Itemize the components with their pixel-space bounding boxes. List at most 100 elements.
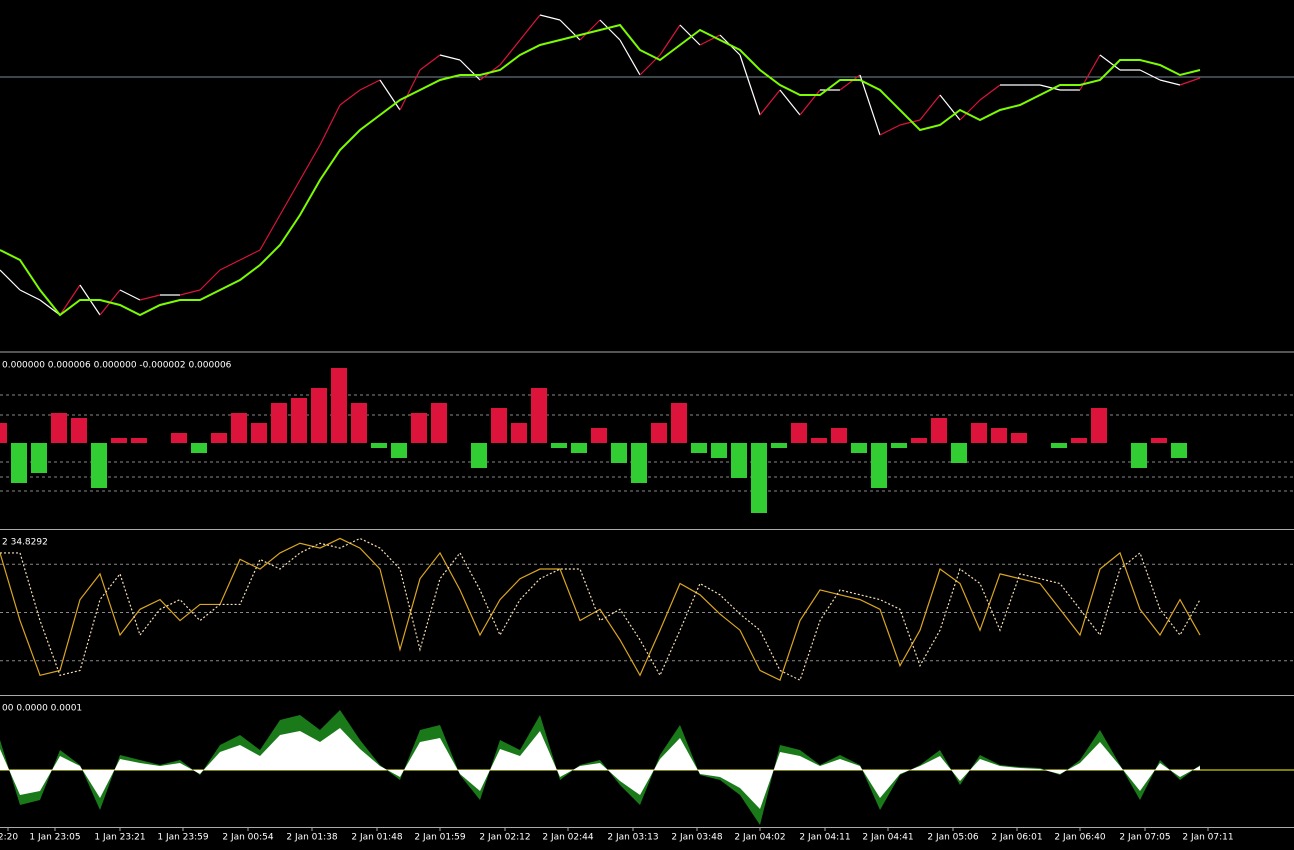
histogram-bar <box>971 423 987 443</box>
histogram-bar <box>851 443 867 453</box>
price-segment <box>579 19 601 41</box>
x-tick-label: 2 Jan 04:11 <box>799 833 850 843</box>
histogram-bar <box>311 388 327 443</box>
histogram-bar <box>211 433 227 443</box>
histogram-bar <box>991 428 1007 443</box>
price-segment <box>839 74 861 91</box>
histogram-bar <box>71 418 87 443</box>
price-segment <box>459 59 481 81</box>
price-segment <box>0 269 21 291</box>
price-segment <box>879 124 901 136</box>
histogram-bar <box>51 413 67 443</box>
histogram-bar <box>651 423 667 443</box>
x-tick-label: 2 Jan 06:40 <box>1054 833 1106 843</box>
price-segment <box>1159 79 1181 86</box>
histogram-bar <box>1151 438 1167 443</box>
price-segment <box>619 39 641 76</box>
price-segment <box>179 289 201 296</box>
histogram-bar <box>931 418 947 443</box>
price-segment <box>259 214 281 251</box>
price-segment <box>979 84 1001 101</box>
x-tick-label: 2 Jan 02:44 <box>542 833 594 843</box>
histogram-bar <box>291 398 307 443</box>
x-tick-label: 2 Jan 03:13 <box>607 833 658 843</box>
histogram-bar <box>691 443 707 453</box>
histogram-bar <box>1091 408 1107 443</box>
histogram-bar <box>751 443 767 513</box>
price-segment <box>279 179 301 216</box>
x-tick-label: 2 Jan 02:12 <box>479 833 530 843</box>
oscillator-area <box>0 728 1200 809</box>
x-tick-label: 2 Jan 04:41 <box>862 833 913 843</box>
price-segment <box>399 69 421 111</box>
x-tick-label: 2 Jan 01:48 <box>351 833 403 843</box>
histogram-bar <box>1051 443 1067 448</box>
histogram-bar <box>531 388 547 443</box>
x-tick-label: 2 Jan 01:38 <box>286 833 338 843</box>
price-segment <box>299 144 321 181</box>
histogram-bar <box>551 443 567 448</box>
histogram-bar <box>1131 443 1147 468</box>
indicator-label: 00 0.0000 0.0001 <box>2 704 82 714</box>
x-tick-label: 1 Jan 23:59 <box>157 833 209 843</box>
price-segment <box>519 14 541 41</box>
histogram-bar <box>911 438 927 443</box>
x-tick-label: 1 Jan 23:21 <box>94 833 145 843</box>
histogram-bar <box>251 423 267 443</box>
price-segment <box>919 94 941 121</box>
price-segment <box>1139 69 1161 81</box>
histogram-bar <box>31 443 47 473</box>
price-segment <box>659 24 681 56</box>
price-segment <box>419 54 441 71</box>
histogram-bar <box>631 443 647 483</box>
x-tick-label: 2 Jan 07:11 <box>1182 833 1233 843</box>
price-segment <box>759 89 781 116</box>
price-segment <box>219 259 241 271</box>
x-tick-label: 1 Jan 23:05 <box>29 833 80 843</box>
price-segment <box>239 249 261 261</box>
histogram-bar <box>491 408 507 443</box>
x-tick-label: 2 Jan 07:05 <box>1119 833 1170 843</box>
histogram-bar <box>891 443 907 448</box>
histogram-bar <box>871 443 887 488</box>
histogram-bar <box>951 443 967 463</box>
price-segment <box>779 89 801 116</box>
indicator-label: 0.000000 0.000006 0.000000 -0.000002 0.0… <box>2 361 232 371</box>
histogram-bar <box>1011 433 1027 443</box>
price-segment <box>139 294 161 301</box>
price-segment <box>679 24 701 46</box>
price-segment <box>339 89 361 106</box>
price-segment <box>39 299 61 316</box>
histogram-bar <box>831 428 847 443</box>
x-tick-label: 2 Jan 01:59 <box>414 833 466 843</box>
histogram-bar <box>271 403 287 443</box>
price-segment <box>439 54 461 61</box>
price-segment <box>59 284 81 316</box>
price-segment <box>899 119 921 126</box>
moving-average <box>0 23 1201 317</box>
price-segment <box>1179 77 1201 86</box>
price-segment <box>499 39 521 66</box>
x-tick-label: 2 Jan 00:54 <box>222 833 274 843</box>
histogram-bar <box>0 423 7 443</box>
price-segment <box>1039 84 1061 91</box>
price-segment <box>319 104 341 146</box>
histogram-bar <box>591 428 607 443</box>
histogram-bar <box>111 438 127 443</box>
price-segment <box>939 94 961 121</box>
histogram-bar <box>11 443 27 483</box>
histogram-bar <box>711 443 727 458</box>
oscillator-line <box>0 537 1201 681</box>
x-tick-label: 2:20 <box>0 833 18 843</box>
histogram-bar <box>191 443 207 453</box>
price-segment <box>859 74 881 136</box>
histogram-bar <box>391 443 407 458</box>
histogram-bar <box>671 403 687 443</box>
histogram-bar <box>351 403 367 443</box>
x-tick-label: 2 Jan 04:02 <box>734 833 785 843</box>
histogram-bar <box>791 423 807 443</box>
histogram-bar <box>431 403 447 443</box>
price-segment <box>199 269 221 291</box>
oscillator-line <box>0 537 1201 681</box>
